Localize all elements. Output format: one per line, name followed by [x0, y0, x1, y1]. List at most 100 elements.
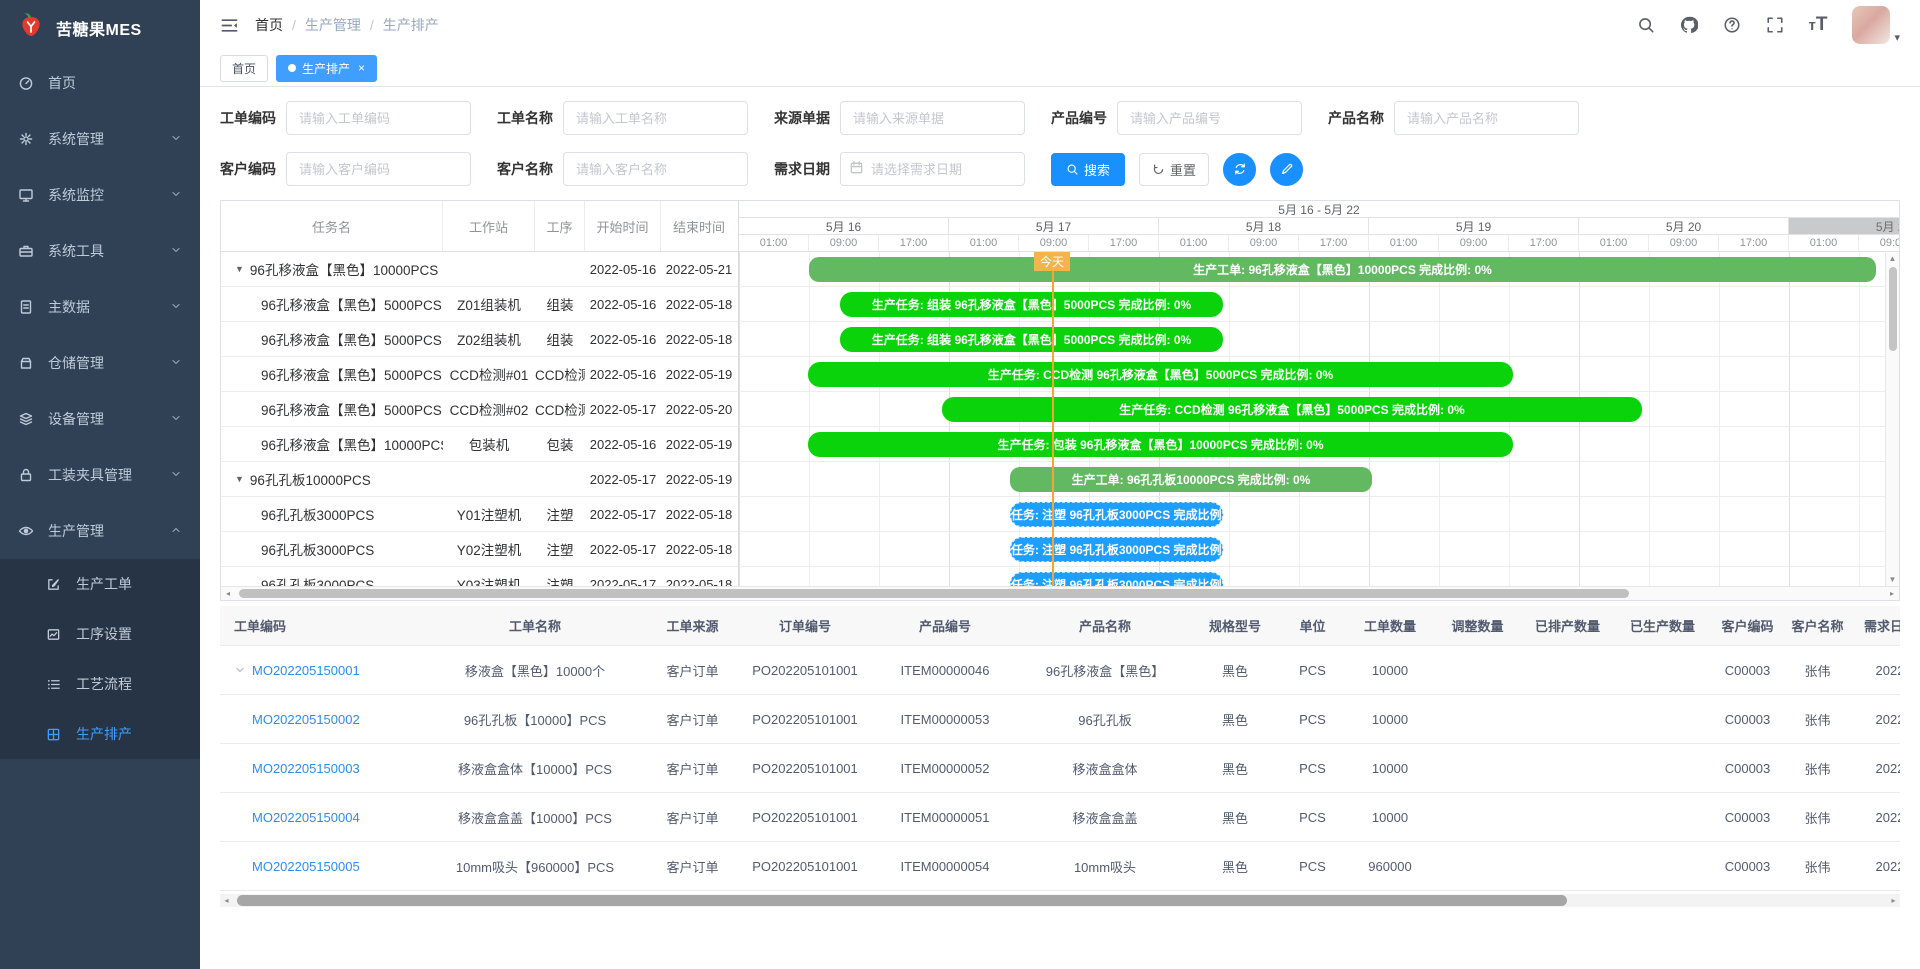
- fontsize-icon[interactable]: тT: [1808, 14, 1828, 35]
- user-menu[interactable]: ▾: [1852, 6, 1900, 44]
- gantt-vertical-scrollbar[interactable]: ▲ ▼: [1885, 253, 1899, 586]
- refresh-icon: [1152, 163, 1165, 176]
- gantt-bar[interactable]: 生产工单: 96孔移液盒【黑色】10000PCS 完成比例: 0%: [809, 257, 1876, 282]
- scroll-thumb[interactable]: [237, 895, 1567, 906]
- scroll-thumb[interactable]: [1888, 267, 1897, 351]
- gantt-bar[interactable]: 生产任务: 注塑 96孔孔板3000PCS 完成比例: 0%: [1010, 502, 1223, 527]
- sidebar-subitem-1[interactable]: 生产工单: [0, 559, 200, 609]
- scroll-up-icon[interactable]: ▲: [1888, 254, 1897, 263]
- scroll-down-icon[interactable]: ▼: [1888, 575, 1897, 584]
- close-tab-icon[interactable]: ×: [358, 61, 366, 75]
- filter-input[interactable]: [286, 152, 471, 186]
- gantt-bar[interactable]: 生产任务: 注塑 96孔孔板3000PCS 完成比例: 0%: [1010, 572, 1223, 588]
- gantt-column-header: 工序: [535, 201, 585, 251]
- sidebar-item-2[interactable]: 系统管理: [0, 111, 200, 167]
- gantt-task-row[interactable]: 96孔移液盒【黑色】5000PCS Z01组装机 组装 2022-05-16 2…: [221, 287, 738, 322]
- breadcrumb-scheduling[interactable]: 生产排产: [382, 17, 439, 33]
- gantt-task-row[interactable]: 96孔孔板3000PCS Y03注塑机 注塑 2022-05-17 2022-0…: [221, 567, 738, 589]
- gantt-task-row[interactable]: 96孔移液盒【黑色】10000PCS 包装机 包装 2022-05-16 202…: [221, 427, 738, 462]
- gantt-bar[interactable]: 生产任务: 组装 96孔移液盒【黑色】5000PCS 完成比例: 0%: [840, 292, 1223, 317]
- gantt-task-row[interactable]: ▼ 96孔孔板10000PCS 2022-05-17 2022-05-19: [221, 462, 738, 497]
- work-order-row[interactable]: MO202205150004 移液盒盒盖【10000】PCS 客户订单 PO20220…: [220, 793, 1900, 842]
- gantt-task-row[interactable]: 96孔孔板3000PCS Y01注塑机 注塑 2022-05-17 2022-0…: [221, 497, 738, 532]
- row-expand-icon[interactable]: [234, 664, 252, 676]
- fullscreen-icon[interactable]: [1766, 16, 1784, 34]
- sidebar-item-6[interactable]: 仓储管理: [0, 335, 200, 391]
- search-icon[interactable]: [1637, 16, 1655, 34]
- sidebar-item-3[interactable]: 系统监控: [0, 167, 200, 223]
- cell-qty: 10000: [1371, 760, 1409, 776]
- gantt-bar[interactable]: 生产任务: 包装 96孔移液盒【黑色】10000PCS 完成比例: 0%: [808, 432, 1513, 457]
- sidebar-subitem-3[interactable]: 工艺流程: [0, 659, 200, 709]
- scroll-right-icon[interactable]: ▸: [1891, 895, 1896, 905]
- gantt-task-row[interactable]: 96孔移液盒【黑色】5000PCS Z02组装机 组装 2022-05-16 2…: [221, 322, 738, 357]
- filter-input[interactable]: [1394, 101, 1579, 135]
- sidebar-item-7[interactable]: 设备管理: [0, 391, 200, 447]
- sidebar-item-9[interactable]: 生产管理: [0, 503, 200, 559]
- help-icon[interactable]: [1723, 16, 1741, 34]
- collapse-triangle-icon[interactable]: ▼: [235, 264, 244, 274]
- gantt-task-row[interactable]: 96孔孔板3000PCS Y02注塑机 注塑 2022-05-17 2022-0…: [221, 532, 738, 567]
- day-header-cell: 5月 21: [1789, 218, 1899, 234]
- collapse-triangle-icon[interactable]: ▼: [235, 474, 244, 484]
- gantt-bar[interactable]: 生产任务: 组装 96孔移液盒【黑色】5000PCS 完成比例: 0%: [840, 327, 1223, 352]
- work-orders-table: 工单编码 工单名称 工单来源 订单编号 产品编号 产品名称 规格型号 单位 工单数量 调整数量 已排…: [220, 606, 1900, 907]
- filter-input[interactable]: [1117, 101, 1302, 135]
- gantt-row-line: 生产工单: 96孔孔板10000PCS 完成比例: 0%: [739, 462, 1899, 497]
- scroll-right-icon[interactable]: ▸: [1889, 588, 1894, 598]
- gantt-task-row[interactable]: 96孔移液盒【黑色】5000PCS CCD检测#02 CCD检测 2022-05…: [221, 392, 738, 427]
- sidebar-item-8[interactable]: 工装夹具管理: [0, 447, 200, 503]
- demand-date-input[interactable]: [840, 152, 1025, 186]
- orders-horizontal-scrollbar[interactable]: ◂ ▸: [220, 894, 1900, 907]
- gantt-bar[interactable]: 生产任务: CCD检测 96孔移液盒【黑色】5000PCS 完成比例: 0%: [808, 362, 1513, 387]
- tab-home[interactable]: 首页: [220, 54, 269, 82]
- gantt-row-line: 生产任务: 注塑 96孔孔板3000PCS 完成比例: 0%: [739, 567, 1899, 588]
- avatar[interactable]: [1852, 6, 1891, 44]
- edit-button[interactable]: [1270, 152, 1304, 186]
- sidebar-subitem-4[interactable]: 生产排产: [0, 709, 200, 759]
- work-order-link[interactable]: MO202205150003: [252, 760, 360, 776]
- cell-order-no: PO202205101001: [752, 662, 858, 678]
- work-order-link[interactable]: MO202205150001: [252, 662, 360, 678]
- github-icon[interactable]: [1680, 16, 1698, 34]
- filter-input[interactable]: [563, 152, 748, 186]
- work-order-row[interactable]: MO202205150003 移液盒盒体【10000】PCS 客户订单 PO20220…: [220, 744, 1900, 793]
- gantt-task-row[interactable]: 96孔移液盒【黑色】5000PCS CCD检测#01 CCD检测 2022-05…: [221, 357, 738, 392]
- gantt-bar[interactable]: 生产任务: CCD检测 96孔移液盒【黑色】5000PCS 完成比例: 0%: [942, 397, 1642, 422]
- filter-input[interactable]: [286, 101, 471, 135]
- sidebar-subitem-2[interactable]: 工序设置: [0, 609, 200, 659]
- cell-unit: PCS: [1299, 760, 1326, 776]
- calendar-icon: [849, 160, 864, 180]
- hour-tick: 17:00: [879, 235, 949, 251]
- work-order-link[interactable]: MO202205150005: [252, 858, 360, 874]
- sync-button[interactable]: [1223, 152, 1257, 186]
- sidebar-collapse-icon[interactable]: [220, 16, 239, 35]
- scroll-left-icon[interactable]: ◂: [225, 588, 230, 598]
- gantt-bar[interactable]: 生产任务: 注塑 96孔孔板3000PCS 完成比例: 0%: [1010, 537, 1223, 562]
- orders-column-header: 已生产数量: [1629, 619, 1695, 634]
- tab-production-scheduling[interactable]: 生产排产 ×: [276, 54, 378, 82]
- sidebar-item-5[interactable]: 主数据: [0, 279, 200, 335]
- search-button[interactable]: 搜索: [1051, 152, 1126, 186]
- breadcrumb-production-mgmt[interactable]: 生产管理: [304, 17, 361, 33]
- breadcrumb-home[interactable]: 首页: [255, 17, 283, 33]
- work-order-link[interactable]: MO202205150004: [252, 809, 360, 825]
- scroll-thumb[interactable]: [239, 589, 1629, 598]
- gantt-horizontal-scrollbar[interactable]: ◂ ▸: [221, 586, 1899, 600]
- work-order-row[interactable]: MO202205150002 96孔孔板【10000】PCS 客户订单 PO20220…: [220, 695, 1900, 744]
- reset-button[interactable]: 重置: [1139, 152, 1210, 186]
- cell-unit: PCS: [1299, 711, 1326, 727]
- cell-product: 移液盒盒盖: [1072, 810, 1138, 826]
- gantt-task-row[interactable]: ▼ 96孔移液盒【黑色】10000PCS 2022-05-16 2022-05-2…: [221, 252, 738, 287]
- work-order-row[interactable]: MO202205150001 移液盒【黑色】10000个 客户订单 PO2022051…: [220, 646, 1900, 695]
- filter-input[interactable]: [563, 101, 748, 135]
- work-order-row[interactable]: MO202205150005 10mm吸头【960000】PCS 客户订单 PO202…: [220, 842, 1900, 891]
- gantt-bar[interactable]: 生产工单: 96孔孔板10000PCS 完成比例: 0%: [1010, 467, 1372, 492]
- warehouse-icon: [18, 355, 42, 371]
- cell-item-no: ITEM00000053: [900, 711, 990, 727]
- sidebar-item-1[interactable]: 首页: [0, 55, 200, 111]
- filter-input[interactable]: [840, 101, 1025, 135]
- work-order-link[interactable]: MO202205150002: [252, 711, 360, 727]
- sidebar-item-4[interactable]: 系统工具: [0, 223, 200, 279]
- scroll-left-icon[interactable]: ◂: [224, 895, 229, 905]
